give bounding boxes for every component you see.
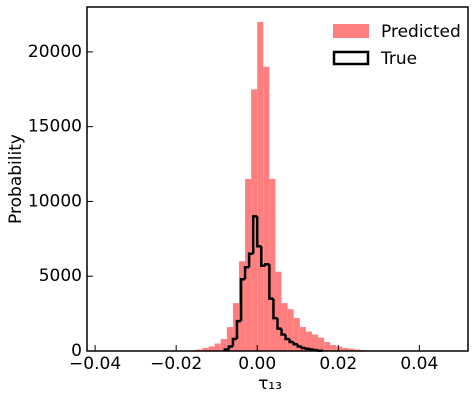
histogram-bar bbox=[342, 348, 349, 351]
y-tick-label: 10000 bbox=[28, 191, 82, 211]
histogram-step bbox=[243, 265, 250, 280]
x-tick-label: 0.04 bbox=[400, 354, 438, 374]
histogram-step bbox=[268, 264, 274, 300]
histogram-step bbox=[231, 337, 237, 347]
histogram-step bbox=[227, 345, 233, 350]
legend-swatch bbox=[333, 24, 369, 38]
histogram-step bbox=[300, 346, 306, 350]
x-axis-label: τ₁₃ bbox=[258, 374, 282, 394]
histogram-bar bbox=[299, 327, 306, 351]
histogram-step bbox=[312, 348, 319, 352]
x-tick-label: 0.00 bbox=[238, 354, 276, 374]
histogram-step bbox=[260, 246, 266, 267]
y-axis-label: Probability bbox=[6, 134, 26, 224]
histogram-step bbox=[235, 319, 242, 340]
histogram-bar bbox=[293, 318, 300, 351]
histogram-bar bbox=[318, 337, 325, 351]
histogram-bar bbox=[208, 346, 215, 351]
legend-swatch bbox=[332, 50, 370, 66]
y-tick-label: 15000 bbox=[28, 117, 82, 137]
histogram-bar bbox=[263, 66, 270, 352]
histogram-step bbox=[247, 252, 254, 268]
histogram-bar bbox=[226, 327, 233, 351]
histogram-bar bbox=[275, 271, 282, 351]
histogram-bar bbox=[311, 334, 319, 351]
histogram-step bbox=[288, 339, 294, 344]
histogram-bar bbox=[348, 348, 355, 351]
legend-label: Predicted bbox=[381, 22, 461, 42]
histogram-step bbox=[292, 342, 298, 346]
histogram-step bbox=[284, 334, 290, 341]
histogram-bar bbox=[330, 345, 337, 351]
histogram-step bbox=[296, 344, 302, 348]
y-tick-label: 20000 bbox=[28, 42, 82, 62]
x-tick-label: −0.04 bbox=[69, 354, 121, 374]
plot-frame bbox=[86, 6, 469, 352]
histogram-step bbox=[276, 318, 282, 330]
histogram-step bbox=[304, 347, 310, 351]
histogram-step bbox=[264, 263, 270, 266]
x-tick-label: 0.02 bbox=[319, 354, 357, 374]
histogram-bar bbox=[287, 309, 294, 351]
histogram-bar bbox=[281, 303, 288, 351]
histogram-bar bbox=[257, 21, 264, 352]
histogram-bar bbox=[324, 342, 331, 351]
x-tick-label: −0.02 bbox=[150, 354, 202, 374]
histogram-step bbox=[272, 298, 278, 320]
histogram-bar bbox=[214, 343, 221, 351]
histogram-step bbox=[255, 216, 262, 248]
y-tick-label: 5000 bbox=[39, 266, 82, 286]
histogram-step bbox=[239, 277, 246, 322]
legend-label: True bbox=[380, 49, 417, 69]
histogram-bar bbox=[202, 348, 209, 351]
histogram-step bbox=[280, 328, 286, 336]
histogram-step bbox=[308, 348, 314, 351]
histogram-bar bbox=[305, 331, 312, 351]
histogram-bar bbox=[220, 339, 227, 351]
histogram-bar bbox=[336, 346, 343, 351]
histogram-step bbox=[251, 215, 258, 254]
y-tick-label: 0 bbox=[71, 341, 82, 361]
histogram-bar bbox=[269, 179, 276, 351]
